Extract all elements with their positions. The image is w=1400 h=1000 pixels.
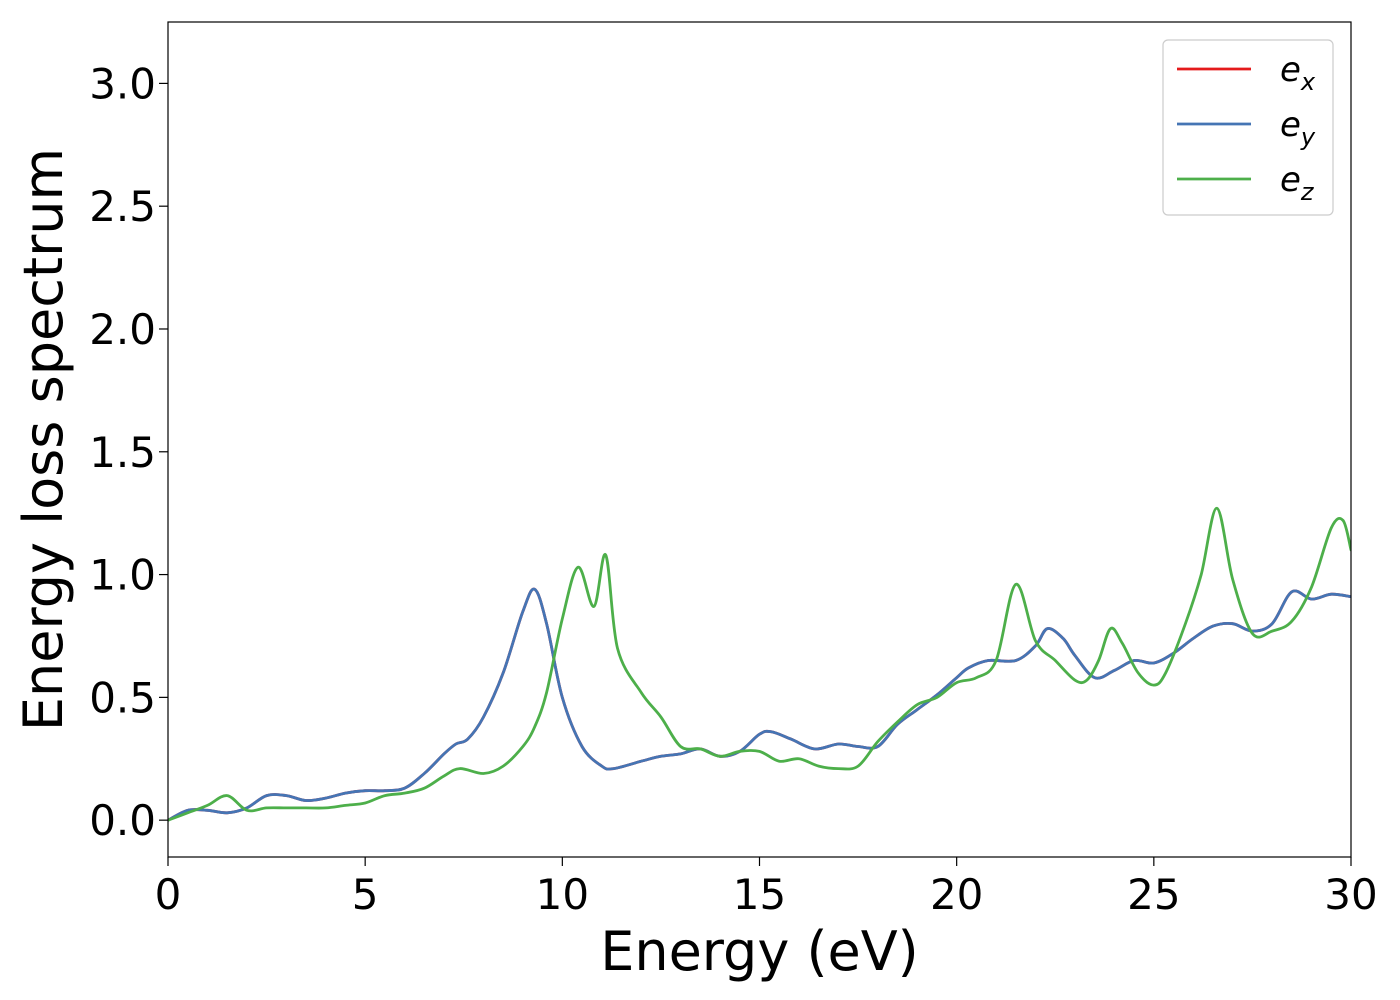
legend-label-subscript: y <box>1300 123 1316 151</box>
legend-label-z: ez <box>1280 160 1315 206</box>
legend-label-subscript: z <box>1300 178 1315 206</box>
series-layer <box>168 506 1351 822</box>
y-tick-label: 2.5 <box>89 182 156 231</box>
series-line-z <box>168 506 1351 822</box>
y-tick-label: 1.0 <box>89 551 156 600</box>
series-line-y <box>168 587 1351 822</box>
x-tick-label: 15 <box>733 870 786 919</box>
legend-label-subscript: x <box>1300 68 1316 96</box>
y-tick-label: 0.5 <box>89 673 156 722</box>
y-tick-label: 1.5 <box>89 428 156 477</box>
y-tick-label: 3.0 <box>89 59 156 108</box>
x-tick-label: 0 <box>155 870 182 919</box>
x-axis-title: Energy (eV) <box>600 920 919 983</box>
legend-frame <box>1162 39 1334 216</box>
x-tick-label: 10 <box>536 870 589 919</box>
plot-background <box>168 22 1351 857</box>
y-axis-title: Energy loss spectrum <box>12 148 75 731</box>
x-tick-label: 30 <box>1324 870 1377 919</box>
y-tick-label: 0.0 <box>89 796 156 845</box>
x-axis: 0 5 10 15 20 25 30 <box>155 857 1378 919</box>
y-tick-label: 2.0 <box>89 305 156 354</box>
x-tick-label: 20 <box>930 870 983 919</box>
legend-label-base: e <box>1280 50 1301 90</box>
legend-label-x: ex <box>1280 50 1316 96</box>
x-tick-label: 5 <box>352 870 379 919</box>
y-axis: 0.0 0.5 1.0 1.5 2.0 2.5 3.0 <box>89 59 168 845</box>
legend-label-base: e <box>1280 160 1301 200</box>
legend-label-y: ey <box>1280 105 1316 151</box>
x-tick-label: 25 <box>1127 870 1180 919</box>
legend-label-base: e <box>1280 105 1301 145</box>
